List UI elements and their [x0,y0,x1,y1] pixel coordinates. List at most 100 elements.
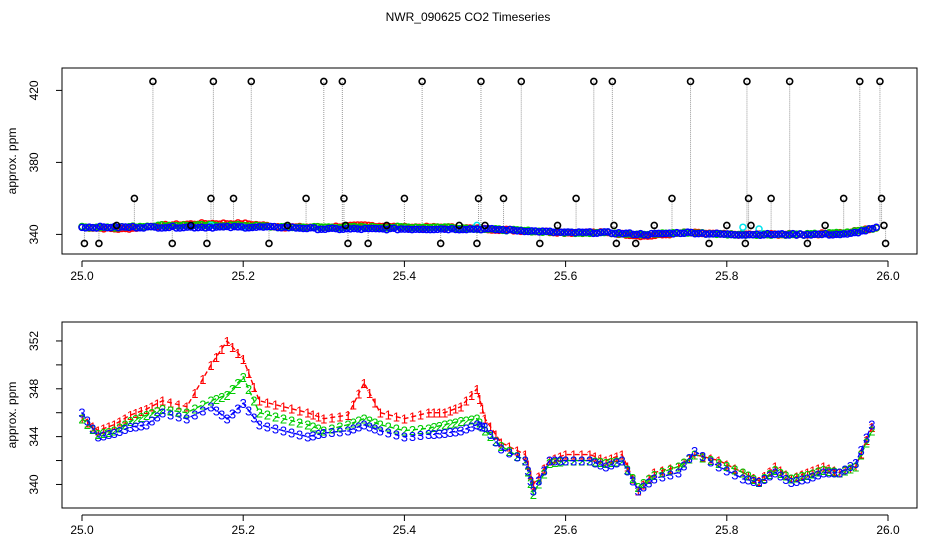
blue-point [324,224,333,233]
series-3-point: 3 [651,471,658,486]
reference-point [382,221,391,230]
blue-point [237,223,246,231]
blue-point [89,223,97,232]
blue-point [161,223,170,232]
series-3-point: 3 [524,464,531,479]
y-tick-label: 344 [27,426,41,446]
reference-point [338,77,347,86]
series-3-point: 3 [213,404,220,419]
series-1-point: 1 [377,406,384,421]
blue-point [549,228,558,237]
series-1-point: 1 [546,454,553,469]
reference-point [400,194,409,203]
series-1-point: 1 [868,420,875,435]
series-2-point: 2 [452,415,459,430]
series-2-point: 2 [793,470,800,485]
series-1-point: 1 [557,450,564,465]
series-3-point: 3 [530,483,537,498]
series-1-point: 1 [777,464,784,479]
series-1-point: 1 [336,409,343,424]
series-3-point: 3 [527,473,534,488]
blue-point [382,225,391,234]
series-2-point: 2 [360,412,367,427]
series-2-point: 2 [586,454,593,469]
series-3-point: 3 [841,462,848,477]
series-1-point: 1 [602,454,609,469]
reference-point [785,77,794,86]
blue-point [651,229,659,238]
series-1-point: 1 [522,448,529,463]
blue-point [792,231,801,239]
series-1-point: 1 [739,465,746,480]
series-2-point: 2 [592,454,599,469]
blue-point [150,223,159,231]
series-1-point: 1 [825,462,832,477]
series-2-point: 2 [476,416,483,431]
series-3-point: 3 [798,473,805,488]
blue-point [444,225,453,234]
series-1-point: 1 [121,411,128,426]
series-3-point: 3 [473,418,480,433]
blue-point [527,227,536,235]
blue-point [85,223,94,231]
series-3-point: 3 [78,406,85,421]
series-2-point: 2 [148,406,155,421]
series-2-point: 2 [111,424,118,439]
series-1-point: 1 [570,448,577,463]
series-3-point: 3 [84,414,91,429]
series-3-point: 3 [777,469,784,484]
reference-point [572,194,580,203]
series-2-point: 2 [852,460,859,475]
series-2-point: 2 [296,416,303,431]
series-2-point: 2 [105,425,112,440]
reference-point [112,221,121,230]
blue-point [615,228,623,237]
series-2-point: 2 [535,477,542,492]
blue-point [756,231,764,239]
series-3-point: 3 [132,419,139,434]
blue-point [103,223,112,232]
series-3-point: 3 [355,420,362,435]
series-3-point: 3 [586,454,593,469]
series-1-point: 1 [137,404,144,419]
series-2-point: 2 [350,416,357,431]
reference-point [364,239,372,248]
blue-point [752,230,761,239]
series-3-point: 3 [240,396,247,411]
series-2-point: 2 [272,410,279,425]
series-1-point: 1 [798,467,805,482]
blue-point [629,230,638,239]
blue-point [154,224,162,232]
series-1-point: 1 [315,410,322,425]
series-1-point: 1 [366,386,373,401]
series-2-point: 2 [100,426,107,441]
blue-point [277,223,286,232]
series-2-point: 2 [772,463,779,478]
series-2-point: 2 [777,466,784,481]
series-1-point: 1 [750,471,757,486]
series-1-point: 1 [355,387,362,402]
series-2-point: 2 [635,480,642,495]
blue-point [593,229,601,238]
blue-point [401,225,409,233]
blue-point [658,229,667,238]
series-1-point: 1 [578,448,585,463]
series-2-point: 2 [409,423,416,438]
blue-point [437,225,445,233]
series-3-point: 3 [847,459,854,474]
series-3-point: 3 [441,426,448,441]
reference-point [473,239,481,248]
series-3-point: 3 [831,465,838,480]
blue-point [259,223,268,231]
series-2-point: 2 [78,412,85,427]
series-3-point: 3 [223,412,230,427]
series-1-point: 1 [540,462,547,477]
series-1-point: 1 [707,452,714,467]
series-1-point: 1 [132,406,139,421]
blue-point [676,229,685,238]
series-3-point: 3 [191,408,198,423]
series-2-point: 2 [355,414,362,429]
blue-point [459,225,467,234]
reference-point [686,77,695,86]
series-2-point: 2 [782,469,789,484]
